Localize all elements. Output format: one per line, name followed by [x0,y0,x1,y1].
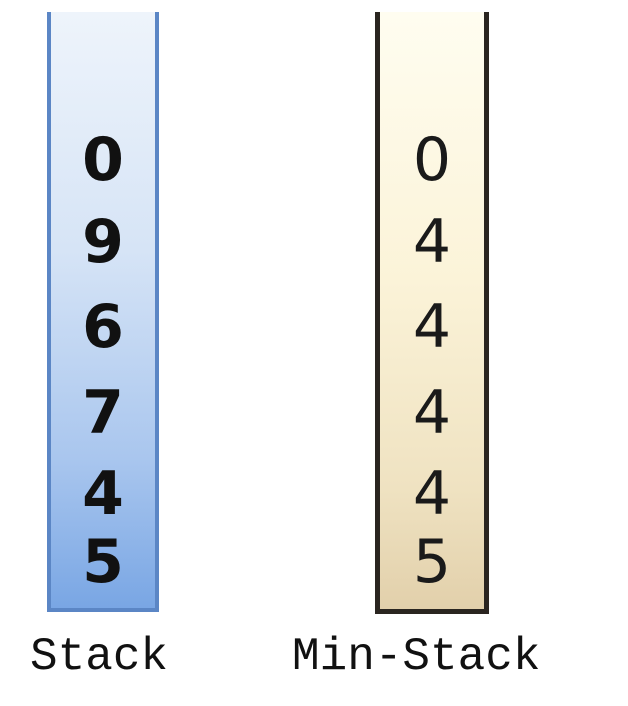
min-stack-value: 5 [412,527,452,597]
stack-value: 4 [82,459,124,529]
stack-column: 0 9 6 7 4 5 [47,12,159,612]
min-stack-label: Min-Stack [292,631,541,683]
stack-value: 0 [82,125,124,195]
min-stack-column: 0 4 4 4 4 5 [375,12,489,614]
min-stack-value: 4 [412,207,452,277]
min-stack-value: 0 [412,125,452,195]
min-stack-value: 4 [412,459,452,529]
min-stack-value: 4 [412,378,452,448]
stack-value: 5 [82,527,124,597]
stack-value: 7 [82,378,124,448]
min-stack-value: 4 [412,292,452,362]
stack-value: 9 [82,207,124,277]
stack-label: Stack [30,631,169,683]
stack-value: 6 [82,292,124,362]
